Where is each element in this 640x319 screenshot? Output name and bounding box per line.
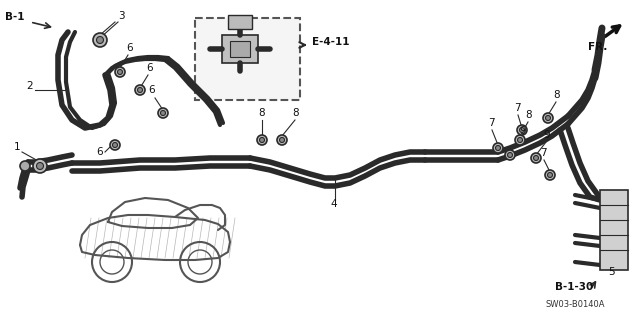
FancyBboxPatch shape	[195, 18, 300, 100]
Circle shape	[110, 140, 120, 150]
Circle shape	[534, 155, 538, 160]
Circle shape	[515, 135, 525, 145]
Text: 8: 8	[292, 108, 299, 118]
Circle shape	[135, 85, 145, 95]
Text: 7: 7	[514, 103, 520, 113]
Text: 8: 8	[525, 110, 532, 120]
Bar	[222, 35, 258, 63]
Text: 1: 1	[14, 142, 20, 152]
Circle shape	[508, 152, 513, 158]
Circle shape	[543, 113, 553, 123]
Circle shape	[518, 137, 522, 143]
Text: FR.: FR.	[588, 42, 608, 52]
Circle shape	[259, 137, 264, 143]
Circle shape	[545, 170, 555, 180]
Text: 8: 8	[258, 108, 264, 118]
Circle shape	[531, 153, 541, 163]
Circle shape	[257, 135, 267, 145]
Text: 3: 3	[118, 11, 125, 21]
Text: 5: 5	[608, 267, 614, 277]
Text: 9: 9	[543, 130, 550, 140]
Circle shape	[97, 36, 104, 43]
Text: 7: 7	[488, 118, 495, 128]
Circle shape	[517, 125, 527, 135]
Bar	[230, 41, 250, 57]
Circle shape	[520, 128, 525, 132]
Circle shape	[547, 173, 552, 177]
Circle shape	[505, 150, 515, 160]
Text: 6: 6	[146, 63, 152, 73]
Circle shape	[113, 143, 118, 147]
Text: SW03-B0140A: SW03-B0140A	[545, 300, 605, 309]
Text: E-4-11: E-4-11	[312, 37, 349, 47]
Circle shape	[493, 143, 503, 153]
Circle shape	[93, 33, 107, 47]
Text: 7: 7	[540, 148, 547, 158]
Circle shape	[495, 145, 500, 151]
Text: B-1-30: B-1-30	[555, 282, 593, 292]
Text: 9: 9	[519, 126, 525, 136]
Circle shape	[36, 162, 44, 169]
Circle shape	[138, 87, 143, 93]
Text: 4: 4	[330, 199, 337, 209]
Bar	[600, 190, 628, 270]
Circle shape	[280, 137, 285, 143]
Text: 6: 6	[126, 43, 132, 53]
Circle shape	[158, 108, 168, 118]
Text: B-1: B-1	[5, 12, 24, 22]
Circle shape	[161, 110, 166, 115]
Bar	[228, 15, 252, 29]
Text: 6: 6	[148, 85, 155, 95]
Text: 2: 2	[26, 81, 33, 91]
Text: 8: 8	[553, 90, 559, 100]
Circle shape	[115, 67, 125, 77]
Circle shape	[277, 135, 287, 145]
Circle shape	[545, 115, 550, 121]
Circle shape	[20, 161, 30, 171]
Text: 6: 6	[96, 147, 102, 157]
Circle shape	[118, 70, 122, 75]
Circle shape	[33, 159, 47, 173]
